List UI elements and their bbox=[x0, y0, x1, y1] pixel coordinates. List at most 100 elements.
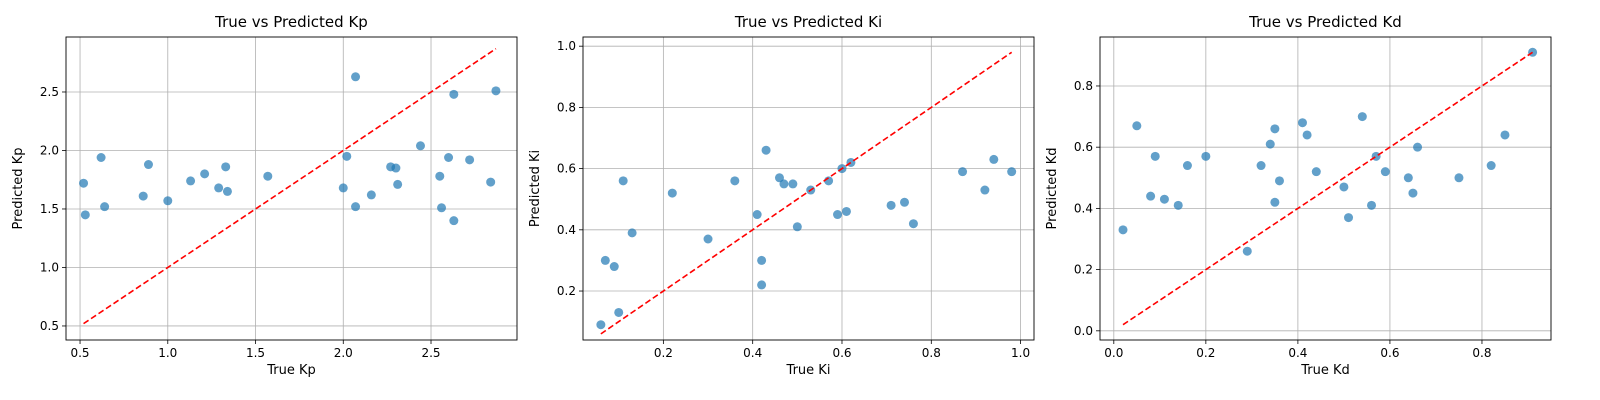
scatter-point bbox=[1007, 167, 1017, 177]
scatter-point bbox=[465, 155, 475, 165]
x-tick-label: 1.0 bbox=[1011, 346, 1030, 360]
plot-frame bbox=[1099, 36, 1552, 341]
plot-frame bbox=[582, 36, 1035, 341]
x-axis-label: True Kp bbox=[266, 363, 316, 378]
y-tick-label: 0.2 bbox=[1074, 263, 1093, 277]
scatter-point bbox=[435, 171, 445, 181]
scatter-point bbox=[437, 203, 447, 213]
scatter-point bbox=[958, 167, 968, 177]
chart-title: True vs Predicted Ki bbox=[734, 13, 882, 31]
grid bbox=[66, 37, 517, 340]
y-tick-label: 0.2 bbox=[557, 284, 576, 298]
scatter-point bbox=[596, 320, 606, 330]
chart-panel-2: 0.2 0.4 0.6 0.8 1.0 0.2 0.4 0.6 0.8 1.0 True vs Pr… bbox=[528, 13, 1035, 378]
scatter-point bbox=[221, 162, 231, 172]
scatter-point bbox=[833, 210, 843, 220]
scatter-point bbox=[366, 190, 376, 200]
y-axis-label: Predicted Kp bbox=[11, 148, 26, 230]
x-tick-label: 1.5 bbox=[246, 346, 265, 360]
scatter-point bbox=[1270, 197, 1280, 207]
x-axis-label: True Ki bbox=[786, 363, 831, 378]
scatter-point bbox=[1357, 112, 1367, 122]
scatter-point bbox=[1454, 173, 1464, 183]
scatter-point bbox=[449, 89, 459, 99]
scatter-point bbox=[263, 171, 273, 181]
x-tick-label: 0.4 bbox=[1288, 346, 1307, 360]
grid bbox=[1100, 37, 1551, 340]
scatter-point bbox=[338, 183, 348, 193]
scatter-point bbox=[351, 202, 361, 212]
x-tick-label: 0.2 bbox=[1196, 346, 1215, 360]
scatter-point bbox=[342, 151, 352, 161]
scatter-point bbox=[703, 234, 713, 244]
scatter-point bbox=[214, 183, 224, 193]
scatter-point bbox=[222, 186, 232, 196]
scatter-point bbox=[163, 196, 173, 206]
chart-title: True vs Predicted Kp bbox=[214, 13, 368, 31]
scatter-point bbox=[1486, 161, 1496, 171]
x-tick-label: 0.0 bbox=[1104, 346, 1123, 360]
y-axis-label: Predicted Ki bbox=[528, 150, 543, 227]
scatter-point bbox=[600, 255, 610, 265]
scatter-points bbox=[596, 145, 1017, 330]
scatter-point bbox=[1274, 176, 1284, 186]
scatter-point bbox=[1265, 139, 1275, 149]
scatter-point bbox=[609, 262, 619, 272]
scatter-point bbox=[757, 280, 767, 290]
identity-reference-line bbox=[600, 51, 1013, 335]
scatter-point bbox=[627, 228, 637, 238]
scatter-point bbox=[415, 141, 425, 151]
scatter-point bbox=[1150, 151, 1160, 161]
scatter-point bbox=[486, 177, 496, 187]
scatter-point bbox=[1182, 161, 1192, 171]
scatter-point bbox=[792, 222, 802, 232]
scatter-point bbox=[761, 145, 771, 155]
chart-panel-1: 0.5 1.0 1.5 2.0 2.5 0.5 1.0 1.5 2.0 2.5 True vs Pr… bbox=[11, 13, 518, 378]
scatter-point bbox=[393, 179, 403, 189]
scatter-point bbox=[730, 176, 740, 186]
scatter-point bbox=[1118, 225, 1128, 235]
scatter-point bbox=[1201, 151, 1211, 161]
y-tick-label: 0.0 bbox=[1074, 324, 1093, 338]
y-tick-label: 2.0 bbox=[40, 143, 59, 157]
scatter-points bbox=[1118, 47, 1538, 256]
x-tick-label: 0.8 bbox=[922, 346, 941, 360]
scatter-point bbox=[1500, 130, 1510, 140]
scatter-point bbox=[186, 176, 196, 186]
scatter-point bbox=[900, 197, 910, 207]
scatter-point bbox=[80, 210, 90, 220]
scatter-point bbox=[757, 255, 767, 265]
scatter-point bbox=[886, 200, 896, 210]
scatter-point bbox=[667, 188, 677, 198]
scatter-point bbox=[143, 160, 153, 170]
identity-reference-line bbox=[1122, 51, 1534, 326]
scatter-point bbox=[1242, 246, 1252, 256]
x-tick-label: 0.5 bbox=[70, 346, 89, 360]
scatter-point bbox=[138, 191, 148, 201]
scatter-point bbox=[1408, 188, 1418, 198]
scatter-point bbox=[96, 152, 106, 162]
scatter-point bbox=[1159, 194, 1169, 204]
scatter-point bbox=[1344, 213, 1354, 223]
scatter-point bbox=[79, 178, 89, 188]
scatter-point bbox=[1302, 130, 1312, 140]
scatter-point bbox=[1413, 142, 1423, 152]
y-tick-label: 0.4 bbox=[557, 223, 576, 237]
scatter-point bbox=[351, 72, 361, 82]
scatter-point bbox=[449, 216, 459, 226]
x-tick-label: 0.2 bbox=[654, 346, 673, 360]
scatter-point bbox=[200, 169, 210, 179]
x-tick-label: 0.8 bbox=[1472, 346, 1491, 360]
y-tick-label: 0.5 bbox=[40, 319, 59, 333]
identity-reference-line bbox=[83, 48, 497, 325]
grid bbox=[583, 37, 1034, 340]
scatter-point bbox=[779, 179, 789, 189]
scatter-point bbox=[1380, 167, 1390, 177]
x-axis-label: True Kd bbox=[1300, 363, 1350, 378]
scatter-point bbox=[391, 163, 401, 173]
scatter-point bbox=[444, 152, 454, 162]
scatter-point bbox=[788, 179, 798, 189]
scatter-point bbox=[1256, 161, 1266, 171]
plot-frame bbox=[65, 36, 518, 341]
